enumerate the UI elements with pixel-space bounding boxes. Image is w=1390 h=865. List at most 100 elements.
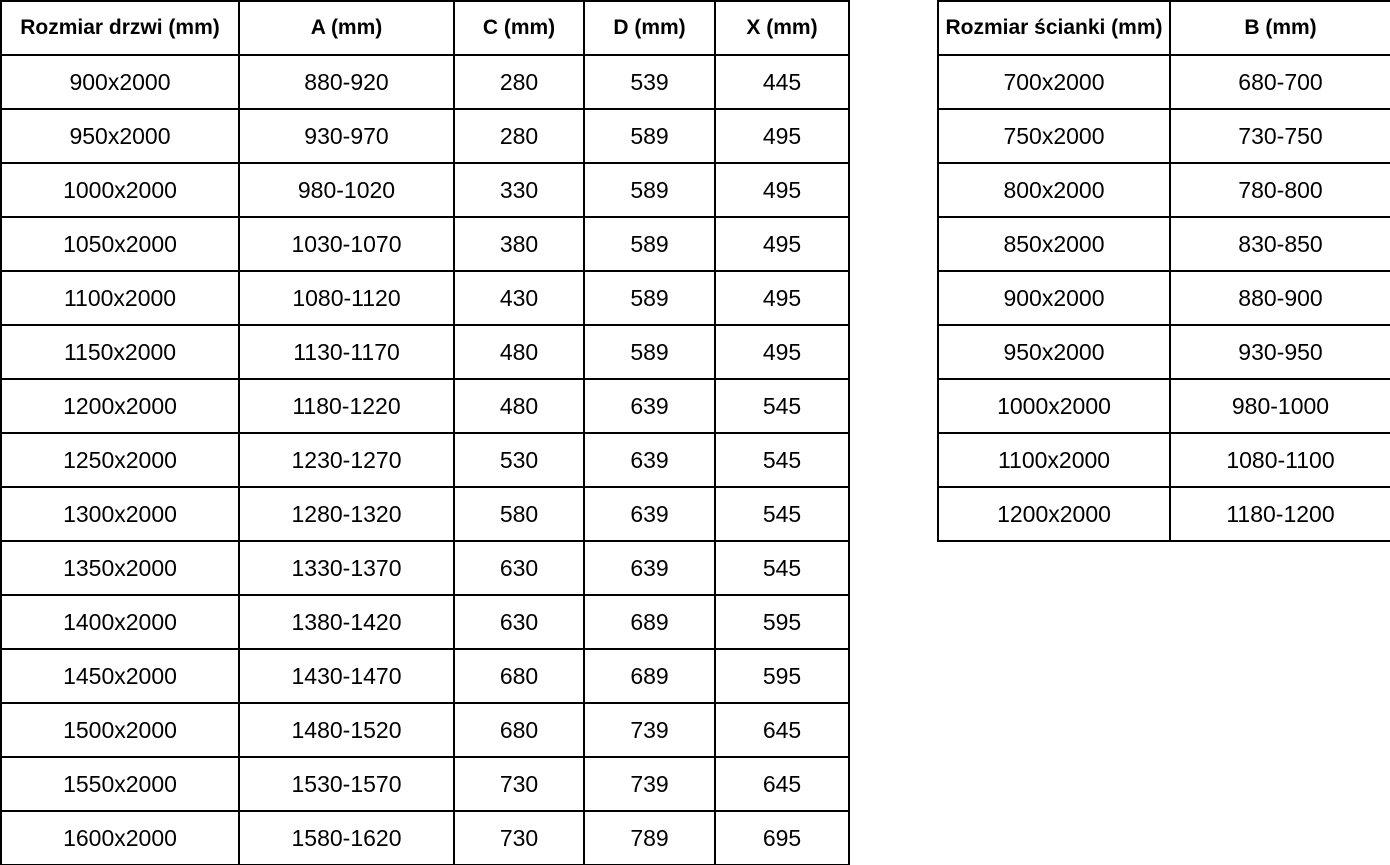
table-cell: 800x2000 [937, 162, 1171, 218]
table-cell: 1580-1620 [238, 810, 455, 865]
table-row: 1300x2000 1280-1320 580 639 545 [0, 486, 850, 542]
table-cell: 900x2000 [0, 54, 240, 110]
table-cell: 789 [583, 810, 716, 865]
table-row: 1500x2000 1480-1520 680 739 645 [0, 702, 850, 758]
table-cell: 480 [453, 378, 585, 434]
table-cell: 630 [453, 594, 585, 650]
table-cell: 689 [583, 648, 716, 704]
table-cell: 980-1000 [1169, 378, 1390, 434]
table-row: 950x2000 930-950 [937, 324, 1390, 380]
column-header: C (mm) [453, 0, 585, 56]
door-size-table: Rozmiar drzwi (mm) A (mm) C (mm) D (mm) X (m… [0, 0, 850, 865]
table-cell: 589 [583, 108, 716, 164]
table-cell: 1250x2000 [0, 432, 240, 488]
table-cell: 1080-1100 [1169, 432, 1390, 488]
table-row: 1550x2000 1530-1570 730 739 645 [0, 756, 850, 812]
table-cell: 695 [714, 810, 850, 865]
table-cell: 539 [583, 54, 716, 110]
table-cell: 1000x2000 [0, 162, 240, 218]
table-cell: 330 [453, 162, 585, 218]
table-cell: 680 [453, 648, 585, 704]
table-cell: 1500x2000 [0, 702, 240, 758]
table-cell: 580 [453, 486, 585, 542]
table-cell: 589 [583, 216, 716, 272]
table-cell: 700x2000 [937, 54, 1171, 110]
column-header: D (mm) [583, 0, 716, 56]
table-cell: 589 [583, 162, 716, 218]
table-cell: 980-1020 [238, 162, 455, 218]
column-header: Rozmiar ścianki (mm) [937, 0, 1171, 56]
table-cell: 445 [714, 54, 850, 110]
table-cell: 1130-1170 [238, 324, 455, 380]
table-row: 1450x2000 1430-1470 680 689 595 [0, 648, 850, 704]
table-row: 900x2000 880-920 280 539 445 [0, 54, 850, 110]
column-header: X (mm) [714, 0, 850, 56]
table-cell: 1180-1200 [1169, 486, 1390, 542]
column-header: A (mm) [238, 0, 455, 56]
table-cell: 1080-1120 [238, 270, 455, 326]
table-cell: 495 [714, 162, 850, 218]
table-row: 1200x2000 1180-1200 [937, 486, 1390, 542]
table-row: 700x2000 680-700 [937, 54, 1390, 110]
table-cell: 680-700 [1169, 54, 1390, 110]
table-cell: 280 [453, 108, 585, 164]
table-cell: 639 [583, 540, 716, 596]
table-cell: 739 [583, 702, 716, 758]
table-cell: 850x2000 [937, 216, 1171, 272]
table-cell: 530 [453, 432, 585, 488]
table-row: 1100x2000 1080-1100 [937, 432, 1390, 488]
table-row: 1150x2000 1130-1170 480 589 495 [0, 324, 850, 380]
table-cell: 1180-1220 [238, 378, 455, 434]
table-cell: 595 [714, 594, 850, 650]
column-header: Rozmiar drzwi (mm) [0, 0, 240, 56]
header-row: Rozmiar ścianki (mm) B (mm) [937, 0, 1390, 56]
table-cell: 545 [714, 486, 850, 542]
table-cell: 1530-1570 [238, 756, 455, 812]
table-cell: 739 [583, 756, 716, 812]
table-cell: 1480-1520 [238, 702, 455, 758]
table-cell: 595 [714, 648, 850, 704]
table-row: 900x2000 880-900 [937, 270, 1390, 326]
table-cell: 1000x2000 [937, 378, 1171, 434]
table-cell: 545 [714, 540, 850, 596]
table-row: 1400x2000 1380-1420 630 689 595 [0, 594, 850, 650]
header-row: Rozmiar drzwi (mm) A (mm) C (mm) D (mm) X (m… [0, 0, 850, 56]
table-cell: 1350x2000 [0, 540, 240, 596]
table-cell: 1280-1320 [238, 486, 455, 542]
table-cell: 380 [453, 216, 585, 272]
table-row: 1100x2000 1080-1120 430 589 495 [0, 270, 850, 326]
table-cell: 280 [453, 54, 585, 110]
table-cell: 639 [583, 432, 716, 488]
table-cell: 1150x2000 [0, 324, 240, 380]
table-cell: 589 [583, 324, 716, 380]
table-cell: 1450x2000 [0, 648, 240, 704]
table-cell: 780-800 [1169, 162, 1390, 218]
table-cell: 1100x2000 [0, 270, 240, 326]
table-cell: 930-950 [1169, 324, 1390, 380]
table-cell: 480 [453, 324, 585, 380]
table-cell: 880-920 [238, 54, 455, 110]
table-cell: 1550x2000 [0, 756, 240, 812]
column-header: B (mm) [1169, 0, 1390, 56]
table-row: 1000x2000 980-1000 [937, 378, 1390, 434]
table-cell: 589 [583, 270, 716, 326]
table-cell: 1200x2000 [0, 378, 240, 434]
table-cell: 495 [714, 216, 850, 272]
table-cell: 1300x2000 [0, 486, 240, 542]
table-cell: 730 [453, 756, 585, 812]
table-cell: 1430-1470 [238, 648, 455, 704]
table-cell: 930-970 [238, 108, 455, 164]
table-cell: 630 [453, 540, 585, 596]
table-cell: 495 [714, 108, 850, 164]
table-cell: 495 [714, 270, 850, 326]
table-row: 1050x2000 1030-1070 380 589 495 [0, 216, 850, 272]
table-cell: 645 [714, 702, 850, 758]
table-row: 1350x2000 1330-1370 630 639 545 [0, 540, 850, 596]
table-row: 1200x2000 1180-1220 480 639 545 [0, 378, 850, 434]
table-cell: 1030-1070 [238, 216, 455, 272]
table-cell: 430 [453, 270, 585, 326]
table-cell: 950x2000 [937, 324, 1171, 380]
table-cell: 750x2000 [937, 108, 1171, 164]
table-cell: 1200x2000 [937, 486, 1171, 542]
